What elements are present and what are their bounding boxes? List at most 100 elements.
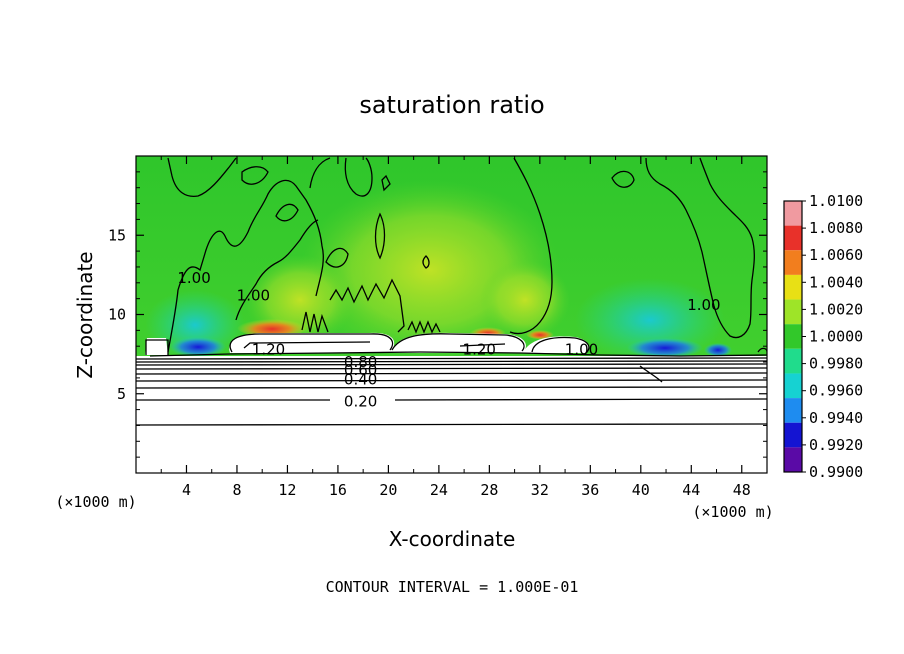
contour-line	[509, 157, 553, 335]
contour-label: 0.80	[344, 353, 377, 371]
contour-line	[645, 157, 755, 339]
y-tick-label: 15	[108, 226, 126, 244]
contour-line	[136, 386, 767, 389]
colorbar-level-label: 0.9900	[809, 463, 863, 481]
y-axis-label: Z-coordinate	[73, 251, 97, 378]
lower-white-region	[136, 356, 767, 473]
contour-labels: 1.20 1.20 1.00 0.800.600.40 0.20 1.00 1.00 1.00	[177, 269, 720, 411]
contour-label: 1.00	[237, 286, 270, 304]
x-axis-label: X-coordinate	[389, 527, 516, 551]
contour-line	[407, 320, 441, 334]
colorbar-swatch	[784, 324, 802, 349]
x-tick-label: 12	[278, 481, 296, 499]
field-blue-patch	[170, 337, 226, 357]
plot-area: 1.20 1.20 1.00 0.800.600.40 0.20 1.00 1.00 1.00	[136, 156, 767, 473]
contour-line	[136, 363, 767, 366]
contour-line	[136, 360, 767, 363]
x-tick-label: 48	[733, 481, 751, 499]
contour-label: 1.20	[252, 340, 285, 358]
x-tick-label: 36	[581, 481, 599, 499]
contour-line	[149, 351, 767, 357]
x-tick-label: 20	[379, 481, 397, 499]
colorbar: 1.0100 1.0080 1.0060 1.0040 1.0020 1.0000 0.99…	[783, 192, 863, 481]
colorbar-swatch	[784, 299, 802, 325]
colorbar-level-label: 0.9920	[809, 436, 863, 454]
contours	[136, 157, 767, 426]
colorbar-level-label: 0.9960	[809, 382, 863, 400]
field-red-patch	[237, 317, 307, 337]
lower-left-white	[145, 338, 168, 355]
contour-line	[235, 219, 319, 321]
colorbar-swatch	[784, 422, 802, 448]
colorbar-swatch	[784, 348, 802, 374]
contour-line	[381, 174, 391, 192]
colorbar-swatch	[784, 250, 802, 275]
contour-label: 0.20	[344, 393, 377, 411]
colorbar-level-label: 1.0060	[809, 246, 863, 264]
contour-line	[167, 157, 237, 198]
contour-line	[136, 379, 767, 382]
colorbar-swatch	[784, 274, 802, 300]
contour-line	[167, 179, 324, 353]
colorbar-level-label: 1.0000	[809, 328, 863, 346]
contour-line	[309, 157, 331, 189]
x-tick-label: 16	[329, 481, 347, 499]
contour-line	[325, 247, 349, 268]
contour-line	[374, 212, 386, 260]
contour-line	[136, 372, 767, 375]
colorbar-level-label: 1.0080	[809, 219, 863, 237]
contour-line	[275, 203, 299, 222]
contour-label: 1.00	[177, 269, 210, 287]
colorbar-level-label: 0.9980	[809, 355, 863, 373]
contour-line	[344, 157, 373, 197]
contour-line	[611, 170, 635, 188]
contour-line	[639, 365, 663, 383]
colorbar-swatch	[784, 398, 802, 423]
contour-line	[422, 255, 430, 269]
colorbar-swatch	[784, 447, 802, 472]
colorbar-swatch	[784, 201, 802, 226]
colorbar-level-label: 1.0020	[809, 300, 863, 318]
contour-line	[136, 357, 767, 360]
contour-line	[229, 333, 590, 355]
y-tick-label: 10	[108, 306, 126, 324]
x-axis-unit-right: (×1000 m)	[692, 503, 773, 521]
x-tick-label: 44	[682, 481, 700, 499]
colorbar-level-label: 0.9940	[809, 409, 863, 427]
x-tick-label: 40	[632, 481, 650, 499]
cloud-white-region	[229, 332, 589, 353]
contour-line	[243, 341, 506, 349]
contour-line	[329, 278, 405, 333]
contour-line	[241, 166, 269, 185]
colorbar-swatch	[784, 225, 802, 251]
colorbar-swatch	[784, 373, 802, 399]
field-red-patch	[526, 329, 554, 339]
x-tick-label: 28	[480, 481, 498, 499]
y-tick-label: 5	[117, 385, 126, 403]
x-tick-label: 24	[430, 481, 448, 499]
chart-title: saturation ratio	[359, 91, 544, 119]
contour-line	[301, 311, 329, 333]
contour-line	[757, 347, 767, 354]
contour-label: 1.00	[565, 340, 598, 358]
colorbar-level-label: 1.0100	[809, 192, 863, 210]
contour-line	[136, 367, 767, 370]
contour-interval-note: CONTOUR INTERVAL = 1.000E-01	[326, 578, 579, 596]
field-blue-patch	[704, 343, 732, 357]
colorbar-level-label: 1.0040	[809, 273, 863, 291]
contour-label: 1.00	[687, 296, 720, 314]
field-yellow-plume	[480, 260, 570, 340]
x-tick-label: 32	[531, 481, 549, 499]
contour-line	[136, 398, 767, 401]
contour-line	[145, 339, 169, 355]
y-axis: 5 10 15	[108, 171, 767, 458]
contour-label: 0.60	[344, 361, 377, 379]
contour-label: 0.40	[344, 370, 377, 388]
field-blue-patch	[627, 338, 703, 358]
x-tick-label: 4	[182, 481, 191, 499]
x-tick-label: 8	[232, 481, 241, 499]
contour-label: 1.20	[463, 340, 496, 358]
x-axis-unit-left: (×1000 m)	[55, 493, 136, 511]
x-axis: 4 8 12 16 20 24 28 32 36 40 44 48	[160, 156, 751, 499]
